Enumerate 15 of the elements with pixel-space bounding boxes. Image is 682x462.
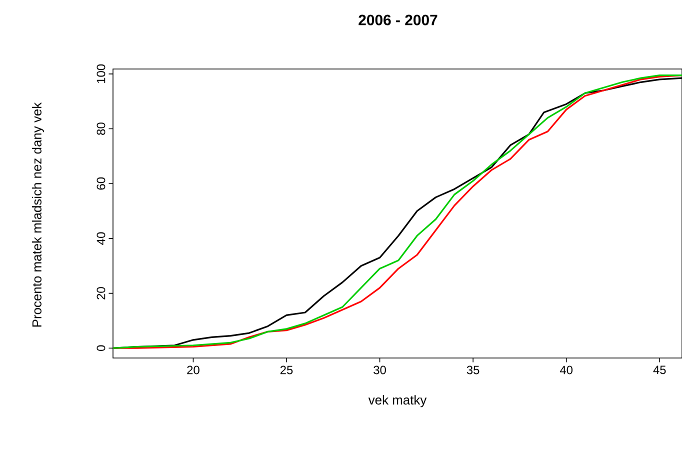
x-tick-label: 25	[280, 366, 293, 374]
y-tick-label: 80	[96, 122, 106, 135]
x-tick-label: 40	[560, 366, 573, 374]
x-tick-label: 45	[653, 366, 666, 374]
x-tick-label: 20	[187, 366, 200, 374]
y-tick-label: 100	[96, 64, 106, 83]
x-tick-label: 35	[466, 366, 480, 374]
chart-title: 2006 - 2007	[358, 14, 438, 26]
y-tick-label: 60	[96, 177, 106, 190]
y-tick-label: 20	[96, 287, 106, 300]
y-axis-title: Procento matek mladsich nez dany vek	[32, 102, 44, 327]
x-axis-title: vek matky	[368, 395, 427, 408]
x-tick-label: 30	[374, 366, 386, 374]
y-tick-label: 40	[96, 232, 106, 245]
y-tick-label: 0	[96, 345, 106, 351]
